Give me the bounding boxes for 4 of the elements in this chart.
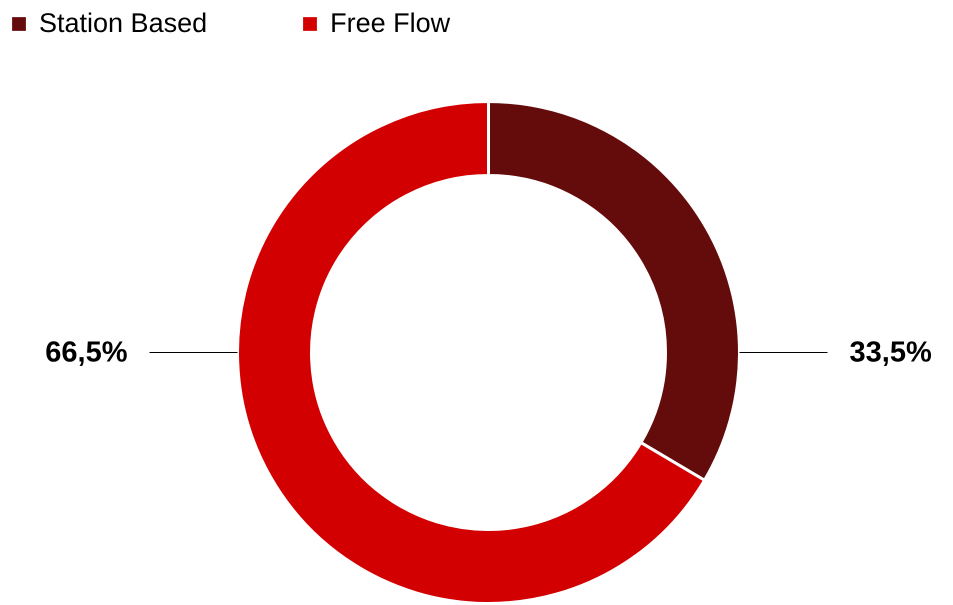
data-label: 33,5% <box>850 336 932 368</box>
legend-label: Station Based <box>39 8 208 39</box>
data-label: 66,5% <box>45 336 128 368</box>
legend-label: Free Flow <box>330 8 450 39</box>
